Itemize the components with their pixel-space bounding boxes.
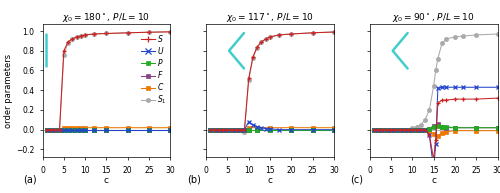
Text: (c): (c) (350, 175, 364, 185)
Text: (a): (a) (24, 175, 37, 185)
X-axis label: c: c (268, 176, 272, 185)
Legend: $S$, $U$, $P$, $F$, $C$, $S_1$: $S$, $U$, $P$, $F$, $C$, $S_1$ (140, 32, 168, 107)
Y-axis label: order parameters: order parameters (4, 54, 13, 128)
X-axis label: c: c (431, 176, 436, 185)
Title: $\chi_0 = 180^\circ$, $P/L = 10$: $\chi_0 = 180^\circ$, $P/L = 10$ (62, 11, 150, 24)
Title: $\chi_0 = 90^\circ$, $P/L = 10$: $\chi_0 = 90^\circ$, $P/L = 10$ (392, 11, 475, 24)
X-axis label: c: c (104, 176, 109, 185)
Text: (b): (b) (187, 175, 201, 185)
Title: $\chi_0 = 117^\circ$, $P/L = 10$: $\chi_0 = 117^\circ$, $P/L = 10$ (226, 11, 314, 24)
